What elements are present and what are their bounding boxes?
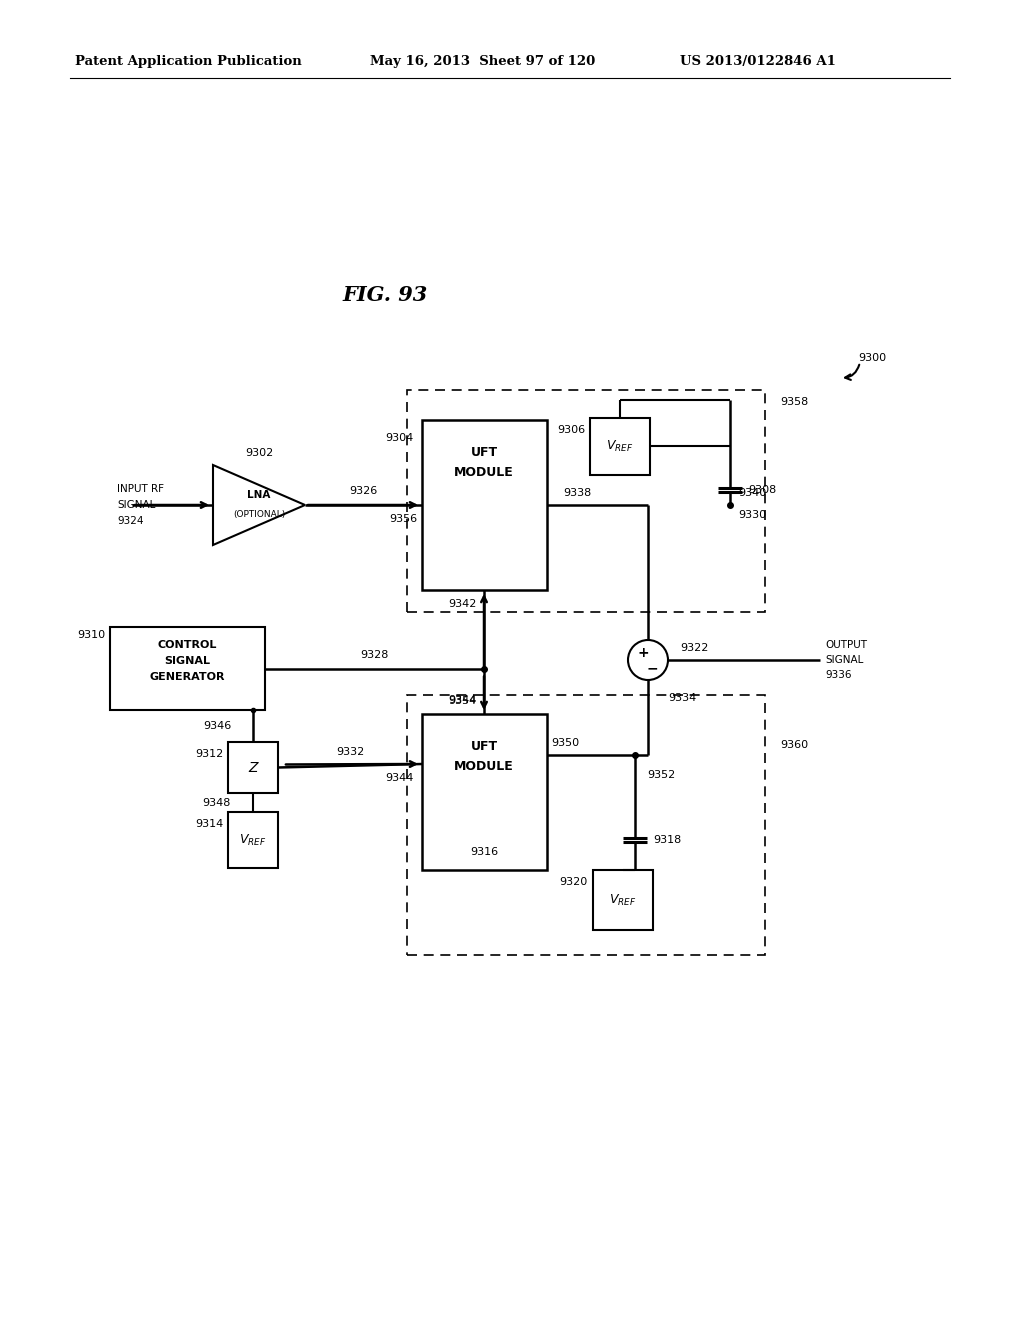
Text: CONTROL: CONTROL — [158, 640, 217, 649]
Bar — [407, 389, 765, 612]
Text: $V_{REF}$: $V_{REF}$ — [240, 833, 266, 847]
Text: +: + — [637, 645, 649, 660]
Text: 9320: 9320 — [560, 876, 588, 887]
Text: 9332: 9332 — [336, 747, 365, 756]
Text: 9352: 9352 — [647, 770, 675, 780]
Text: Patent Application Publication: Patent Application Publication — [75, 55, 302, 69]
Text: 9348: 9348 — [203, 797, 231, 808]
Bar — [110, 627, 265, 710]
Text: 9328: 9328 — [360, 651, 389, 660]
Text: 9334: 9334 — [668, 693, 696, 704]
Text: May 16, 2013  Sheet 97 of 120: May 16, 2013 Sheet 97 of 120 — [370, 55, 595, 69]
Text: (OPTIONAL): (OPTIONAL) — [232, 510, 285, 519]
Text: 9300: 9300 — [858, 352, 886, 363]
Text: 9318: 9318 — [653, 836, 681, 845]
Text: UFT: UFT — [470, 741, 498, 754]
Text: MODULE: MODULE — [454, 759, 514, 772]
Text: GENERATOR: GENERATOR — [150, 672, 224, 682]
Text: −: − — [646, 661, 657, 675]
Text: 9358: 9358 — [780, 397, 808, 407]
Text: Z: Z — [248, 760, 258, 775]
Text: LNA: LNA — [248, 490, 270, 500]
Text: 9308: 9308 — [748, 484, 776, 495]
Text: 9360: 9360 — [780, 741, 808, 750]
Text: 9330: 9330 — [738, 510, 766, 520]
Text: 9338: 9338 — [563, 488, 591, 498]
Text: UFT: UFT — [470, 446, 498, 459]
Text: SIGNAL: SIGNAL — [825, 655, 863, 665]
Text: $V_{REF}$: $V_{REF}$ — [606, 438, 634, 454]
Bar — [228, 742, 278, 793]
Text: OUTPUT: OUTPUT — [825, 640, 867, 649]
Text: 9306: 9306 — [557, 425, 585, 436]
Text: 9314: 9314 — [195, 818, 223, 829]
Text: 9356: 9356 — [389, 513, 417, 524]
Text: 9344: 9344 — [386, 774, 414, 783]
Text: MODULE: MODULE — [454, 466, 514, 479]
Text: US 2013/0122846 A1: US 2013/0122846 A1 — [680, 55, 836, 69]
Text: FIG. 93: FIG. 93 — [342, 285, 428, 305]
Text: 9324: 9324 — [117, 516, 143, 525]
Bar — [407, 696, 765, 954]
Text: 9340: 9340 — [738, 488, 766, 498]
Text: 9304: 9304 — [386, 433, 414, 444]
Bar — [228, 812, 278, 869]
Text: SIGNAL: SIGNAL — [164, 656, 210, 667]
Text: SIGNAL: SIGNAL — [117, 500, 156, 510]
Text: 9344: 9344 — [447, 696, 476, 705]
Text: 9350: 9350 — [551, 738, 579, 748]
Text: 9342: 9342 — [447, 599, 476, 609]
Text: 9322: 9322 — [680, 643, 709, 653]
Text: 9336: 9336 — [825, 671, 852, 680]
Text: INPUT RF: INPUT RF — [117, 484, 164, 494]
Bar — [590, 418, 650, 475]
Text: 9346: 9346 — [203, 721, 231, 731]
Text: 9316: 9316 — [470, 847, 498, 857]
Text: 9326: 9326 — [349, 486, 378, 496]
Bar — [422, 714, 547, 870]
Text: 9354: 9354 — [447, 696, 476, 705]
Text: 9310: 9310 — [77, 630, 105, 640]
Text: $V_{REF}$: $V_{REF}$ — [609, 892, 637, 908]
Bar — [593, 870, 653, 931]
Bar — [422, 420, 547, 590]
Text: 9312: 9312 — [195, 748, 223, 759]
Text: 9302: 9302 — [245, 447, 273, 458]
